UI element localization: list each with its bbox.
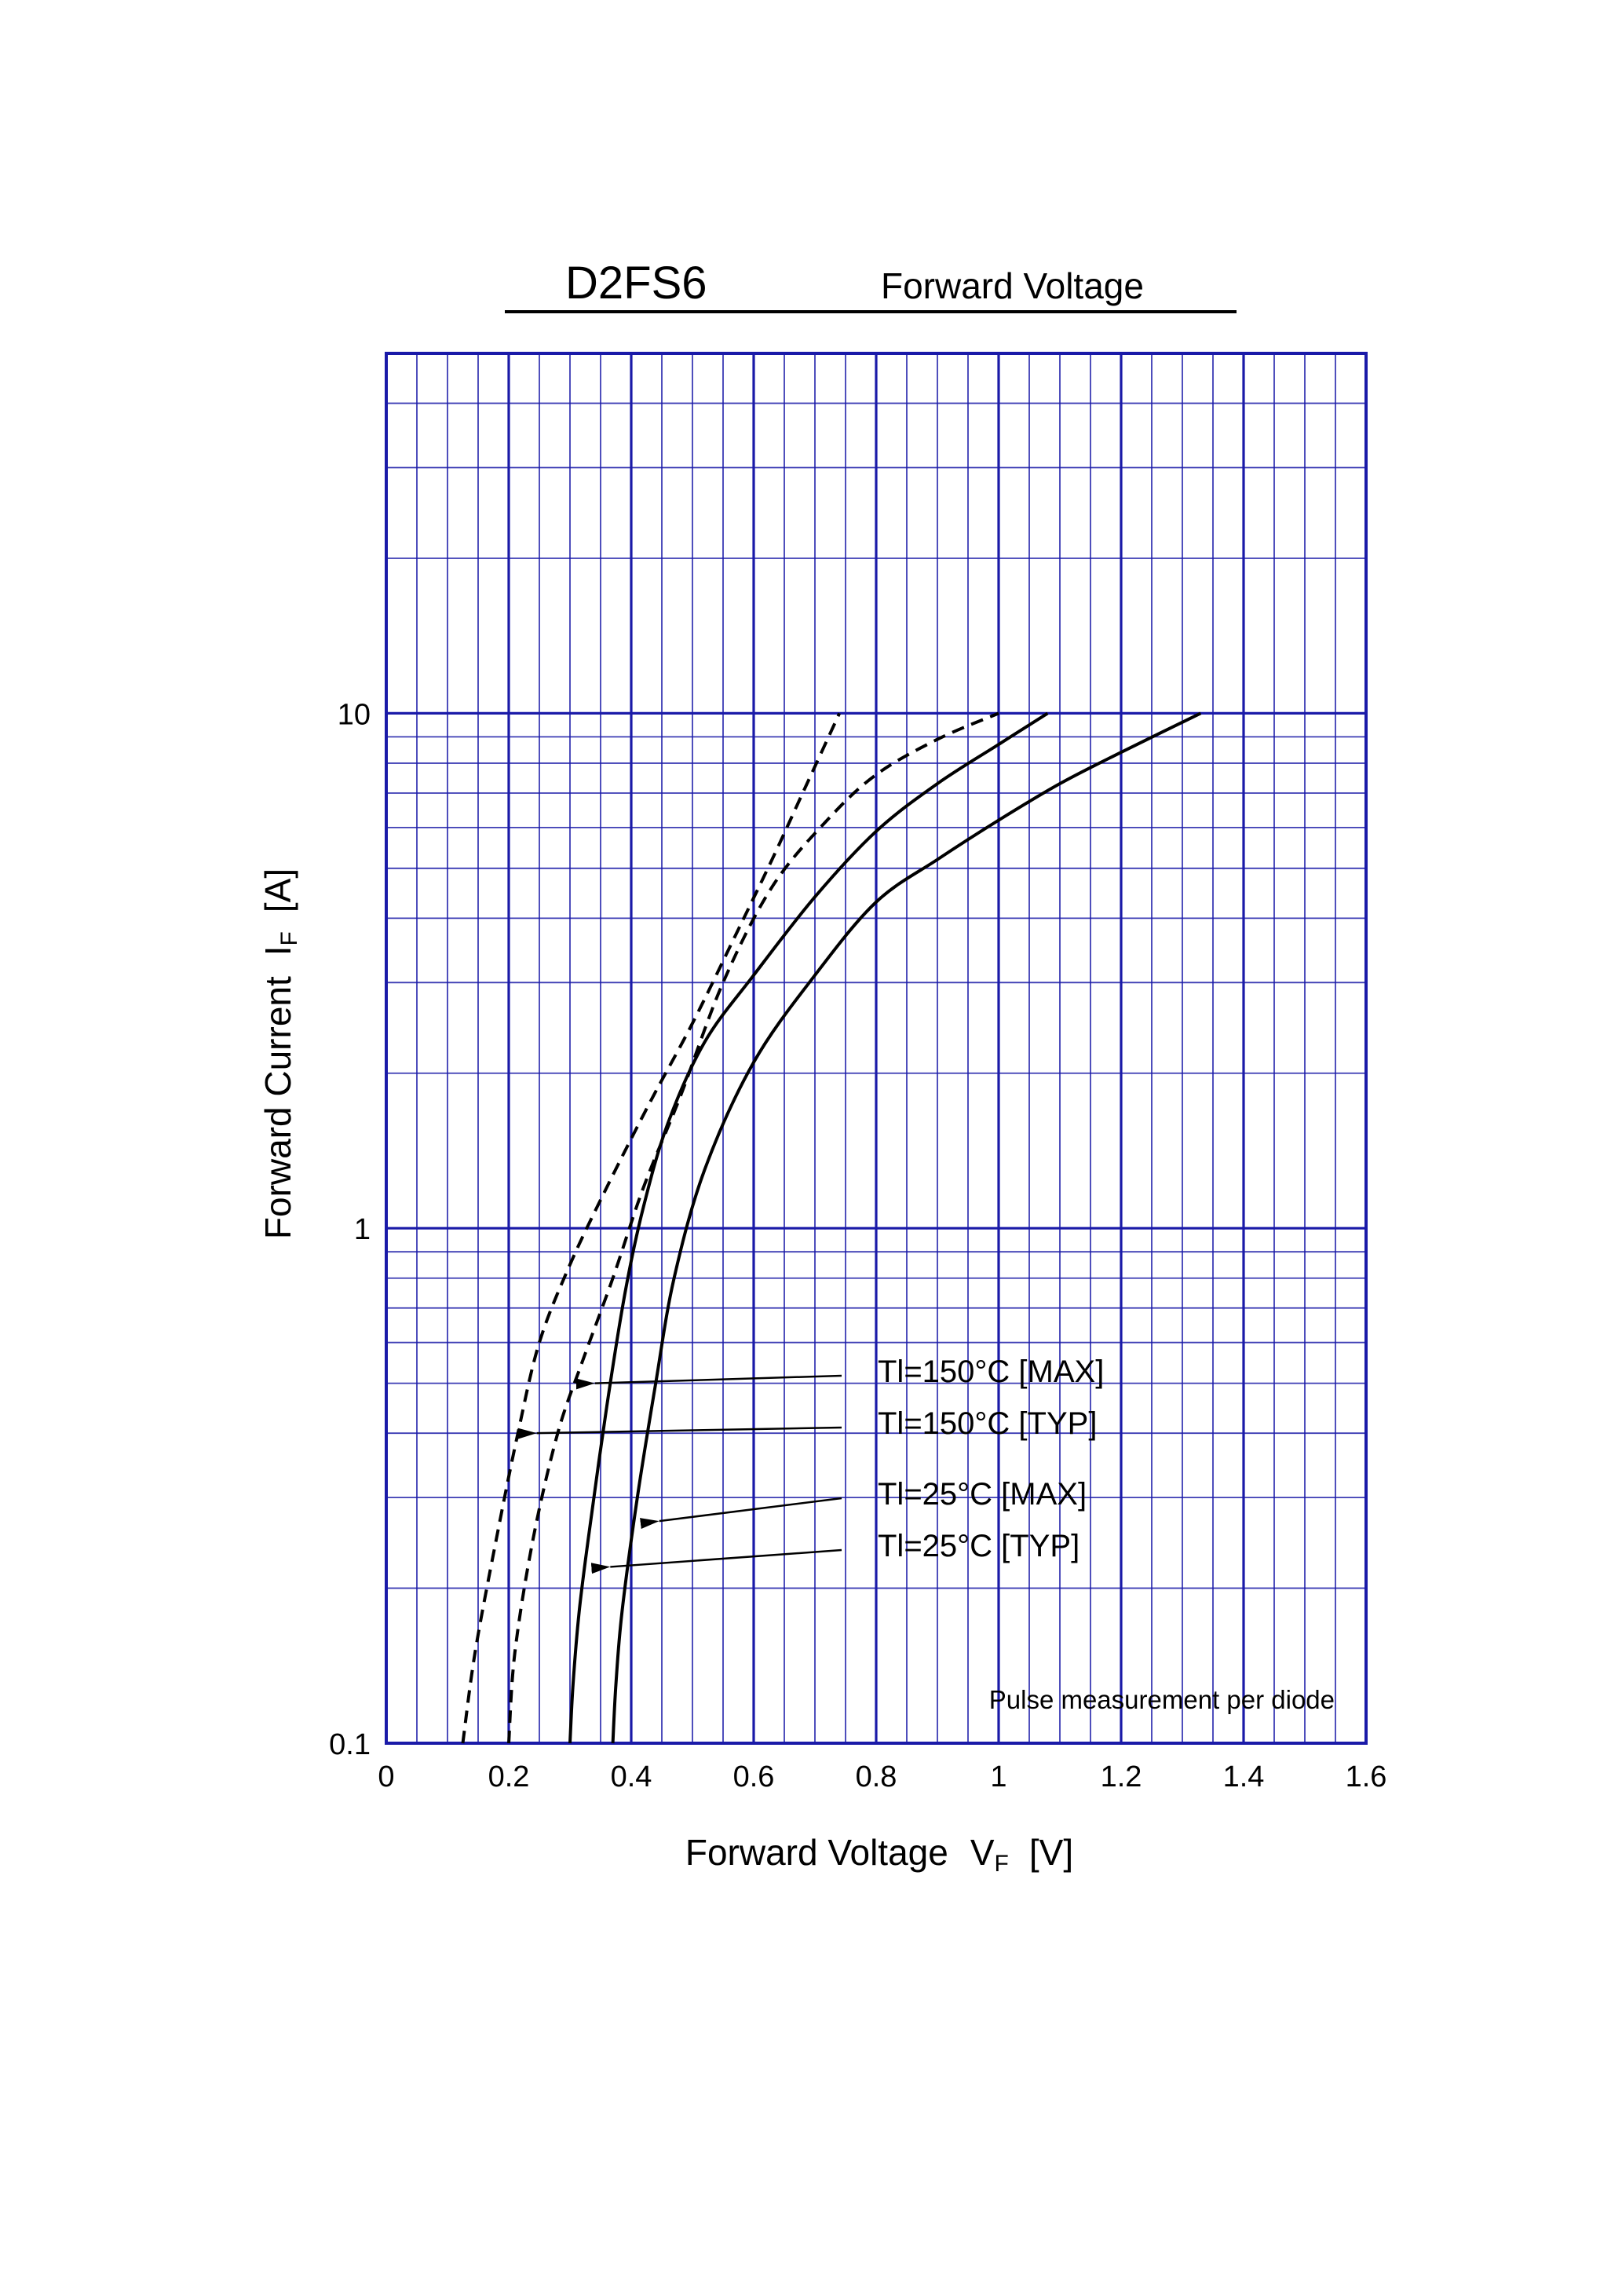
x-tick-label: 1.6 [1346,1760,1387,1793]
y-tick-label: 1 [354,1213,371,1246]
annotation-arrow [590,1548,842,1574]
x-tick-label: 1.2 [1101,1760,1142,1793]
annotation-arrow [517,1426,842,1439]
x-axis-label: Forward Voltage VF [V] [685,1832,1073,1877]
y-axis-label-text: Forward Current [258,976,298,1239]
x-tick-label: 0.8 [856,1760,897,1793]
series-annotations: Tl=150°C [MAX] Tl=150°C [TYP] Tl=25°C [MAX… [517,1355,1104,1574]
x-axis-symbol: V [970,1832,995,1873]
annotation-arrow [575,1374,842,1390]
x-tick-label: 0.4 [611,1760,652,1793]
x-axis-symbol-sub: F [995,1851,1009,1877]
x-tick-label: 0.2 [488,1760,530,1793]
measurement-note: Pulse measurement per diode [989,1685,1335,1714]
series-line [461,712,842,1744]
y-tick-label: 0.1 [329,1728,371,1761]
x-tick-label: 0 [378,1760,394,1793]
x-tick-label: 0.6 [733,1760,775,1793]
chart-title: D2FS6 [565,258,707,309]
series-label: Tl=150°C [TYP] [878,1406,1097,1441]
y-axis-unit: [A] [258,868,298,912]
series-line [507,711,999,1744]
x-axis-label-text: Forward Voltage [685,1832,948,1873]
chart-subtitle: Forward Voltage [881,265,1144,306]
x-tick-label: 1.4 [1223,1760,1265,1793]
series-line [568,711,1049,1744]
y-tick-label: 10 [338,698,371,731]
series-label: Tl=25°C [TYP] [878,1529,1080,1563]
series-line [611,711,1202,1744]
x-tick-label: 1 [990,1760,1006,1793]
series-lines [461,711,1202,1744]
y-axis-symbol-sub: F [276,931,302,945]
tick-labels: 0 0.2 0.4 0.6 0.8 1 1.2 1.4 1.6 0.1 1 10 [329,698,1386,1793]
annotation-arrow [640,1497,842,1530]
series-label: Tl=150°C [MAX] [878,1355,1104,1389]
series-label: Tl=25°C [MAX] [878,1477,1087,1512]
grid [385,352,1368,1745]
x-axis-unit: [V] [1029,1832,1073,1873]
y-axis-symbol: I [258,945,298,956]
y-axis-label: Forward Current IF [A] [258,868,302,1239]
plot-frame [385,352,1368,1745]
